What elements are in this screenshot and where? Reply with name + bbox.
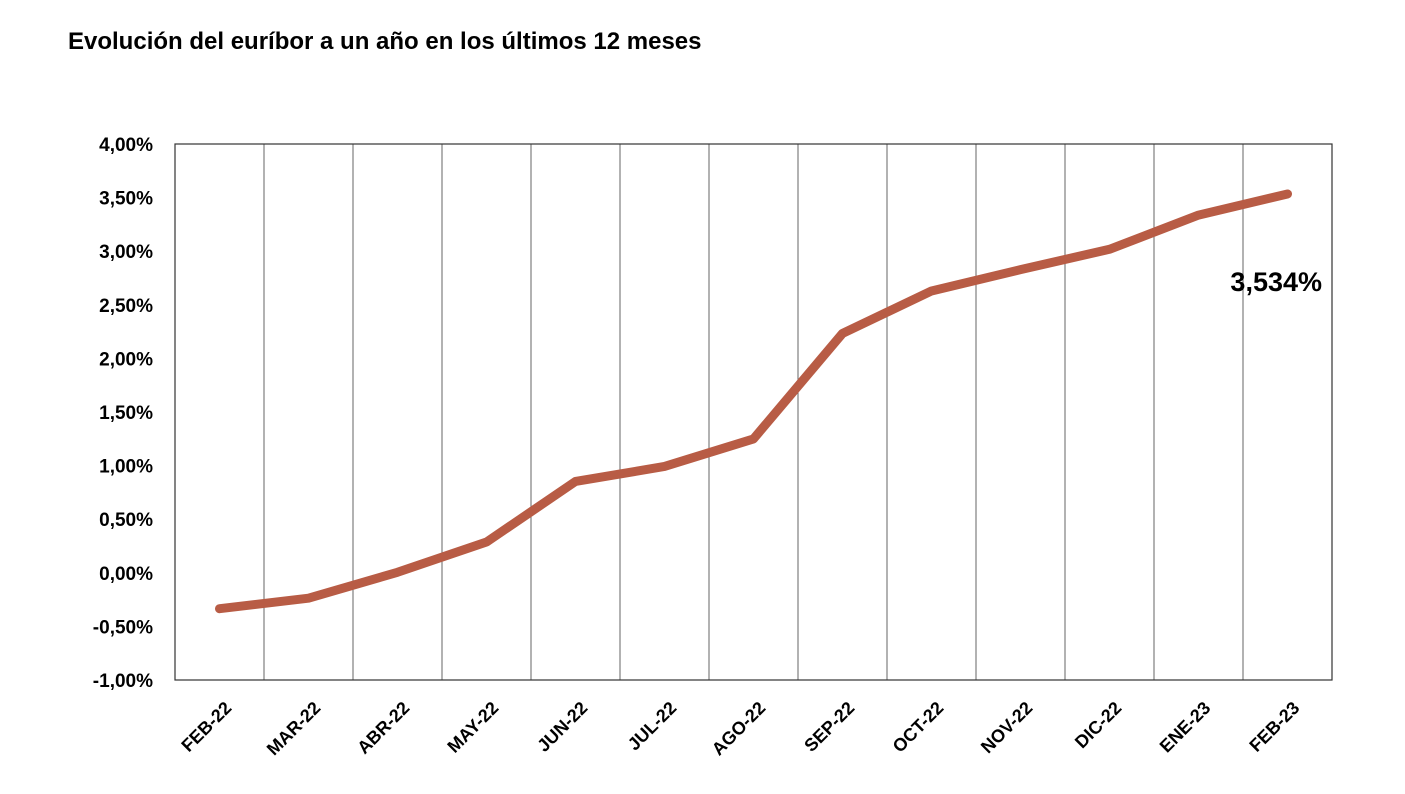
x-tick-label: DIC-22 [1071,698,1125,752]
vertical-gridlines [263,144,1244,680]
y-axis-tick-labels: 4,00% 3,50% 3,00% 2,50% 2,00% 1,50% 1,00% 0,50%… [93,135,153,692]
x-tick-label: ENE-23 [1156,698,1215,757]
x-tick-label: AGO-22 [708,698,770,760]
y-tick-label: 2,50% [99,296,153,317]
y-tick-label: 1,50% [99,403,153,424]
y-tick-label: 3,00% [99,242,153,263]
x-tick-label: OCT-22 [889,698,948,757]
x-tick-label: MAR-22 [263,698,325,760]
series-layer [215,189,1292,614]
x-axis-tick-labels: FEB-22 MAR-22 ABR-22 MAY-22 JUN-22 JUL-22 AGO-… [177,698,1303,760]
x-tick-label: SEP-22 [800,698,858,756]
x-tick-label: MAY-22 [443,698,502,757]
y-tick-label: 4,00% [99,135,153,156]
y-tick-label: 0,50% [99,510,153,531]
last-value-annotation: 3,534% [1230,267,1322,297]
x-tick-label: ABR-22 [353,698,413,758]
x-tick-label: JUL-22 [624,698,681,755]
y-tick-label: -0,50% [93,617,153,638]
y-tick-label: -1,00% [93,671,153,692]
y-tick-label: 0,00% [99,564,153,585]
y-tick-label: 3,50% [99,189,153,210]
y-tick-label: 1,00% [99,457,153,478]
x-tick-label: FEB-22 [177,698,235,756]
series-line [215,189,1292,614]
plot-area-frame [174,143,1333,681]
x-tick-label: NOV-22 [977,698,1036,757]
y-tick-label: 2,00% [99,349,153,370]
x-tick-label: JUN-22 [533,698,591,756]
chart-title: Evolución del euríbor a un año en los úl… [68,28,702,55]
x-tick-label: FEB-23 [1245,698,1303,756]
